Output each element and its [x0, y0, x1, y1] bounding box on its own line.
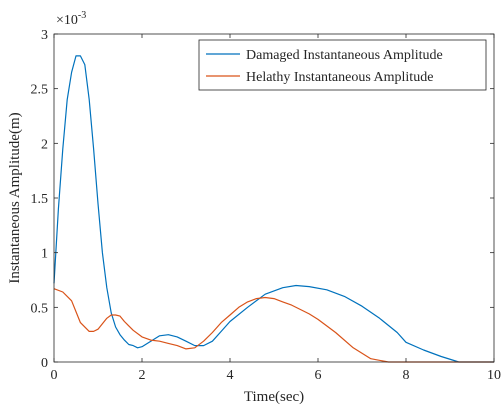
x-axis-label: Time(sec)	[244, 389, 304, 405]
y-axis-label: Instantaneous Amplitude(m)	[7, 112, 23, 283]
x-tick-label: 0	[51, 368, 58, 383]
y-tick-label: 0.5	[31, 301, 49, 316]
legend-label-damaged: Damaged Instantaneous Amplitude	[246, 48, 443, 63]
series-line-healthy	[53, 288, 494, 363]
y-tick-label: 2.5	[31, 83, 49, 98]
y-tick-label: 1	[41, 247, 48, 262]
series-line-damaged	[53, 55, 494, 363]
x-tick-label: 2	[139, 368, 146, 383]
y-exponent-power: -3	[78, 10, 86, 21]
y-axis-ticks: 0 0.5 1 1.5 2 2.5 3	[31, 28, 494, 371]
y-exponent-base: ×10	[56, 13, 78, 28]
x-axis-ticks: 0 2 4 6 8 10	[51, 34, 501, 383]
y-tick-label: 3	[41, 28, 48, 43]
legend: Damaged Instantaneous Amplitude Helathy …	[198, 39, 487, 91]
x-tick-label: 4	[227, 368, 234, 383]
y-tick-label: 1.5	[31, 192, 49, 207]
legend-label-healthy: Helathy Instantaneous Amplitude	[246, 70, 433, 85]
legend-box	[198, 39, 487, 91]
y-tick-label: 2	[41, 137, 48, 152]
y-exponent-label: ×10-3	[56, 10, 86, 28]
x-tick-label: 8	[403, 368, 410, 383]
x-tick-label: 10	[487, 368, 501, 383]
y-tick-label: 0	[41, 356, 48, 371]
series-layer	[53, 55, 494, 363]
x-tick-label: 6	[315, 368, 322, 383]
